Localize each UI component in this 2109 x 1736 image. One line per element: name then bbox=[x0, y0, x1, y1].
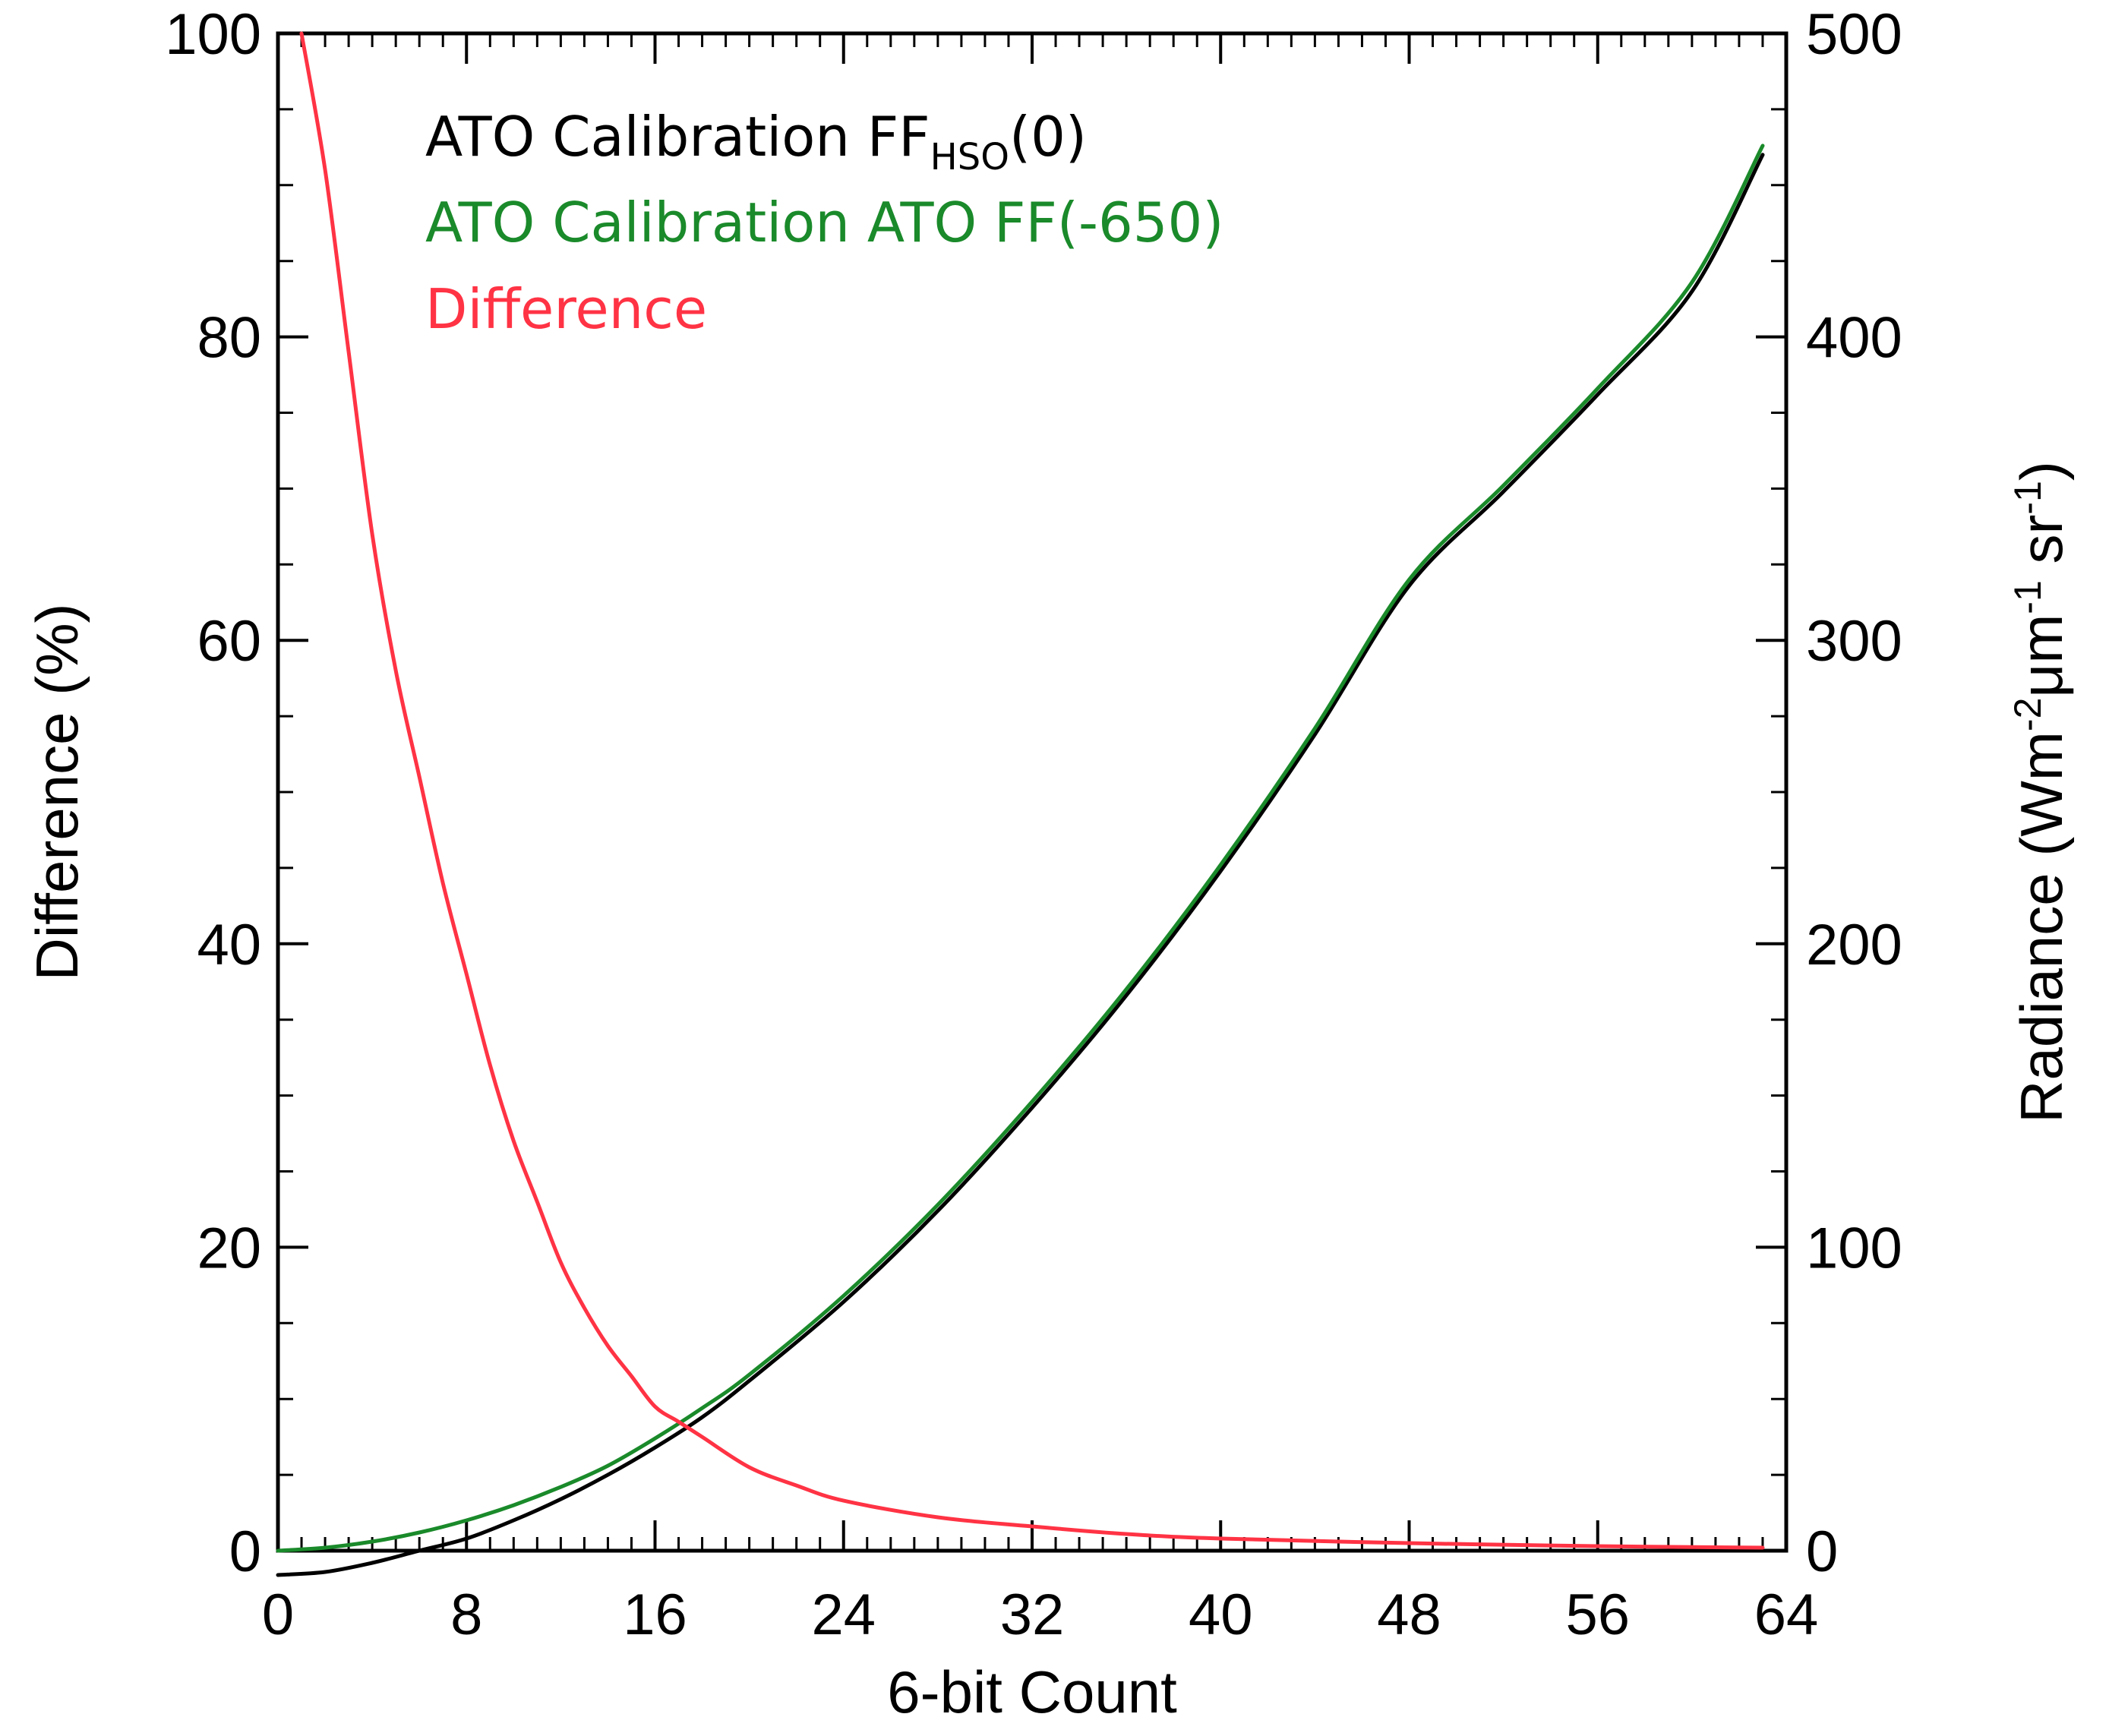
y-left-tick-label: 0 bbox=[229, 1520, 261, 1584]
y-right-tick-label: 500 bbox=[1806, 2, 1902, 67]
y-right-title-main: Radiance (Wm bbox=[2008, 731, 2075, 1123]
y-right-title-sup3: -1 bbox=[2006, 481, 2049, 514]
x-tick-label: 40 bbox=[1189, 1583, 1253, 1647]
series-line-difference bbox=[299, 31, 1765, 1550]
x-tick-label: 0 bbox=[262, 1583, 294, 1647]
x-tick-label: 24 bbox=[811, 1583, 876, 1647]
y-left-tick-label: 20 bbox=[197, 1216, 261, 1280]
minor-ticks bbox=[278, 33, 1786, 1551]
y-right-title-mid: μm bbox=[2008, 614, 2075, 698]
series-line-ato bbox=[276, 144, 1765, 1553]
x-axis-title: 6-bit Count bbox=[887, 1659, 1177, 1725]
x-tick-label: 56 bbox=[1565, 1583, 1630, 1647]
x-tick-label: 64 bbox=[1754, 1583, 1819, 1647]
y-right-tick-label: 200 bbox=[1806, 913, 1902, 977]
y-left-tick-label: 40 bbox=[197, 913, 261, 977]
x-tick-labels: 0 8 16 24 32 40 48 56 64 bbox=[262, 1583, 1818, 1647]
series-lines bbox=[276, 31, 1765, 1577]
y-left-tick-label: 100 bbox=[165, 2, 261, 67]
y-right-tick-label: 400 bbox=[1806, 306, 1902, 371]
legend-entry-hso: ATO Calibration FFHSO(0) bbox=[425, 105, 1087, 178]
y-right-title-end: ) bbox=[2008, 461, 2075, 481]
legend-hso-sub: HSO bbox=[930, 136, 1009, 178]
legend: ATO Calibration FFHSO(0) ATO Calibration… bbox=[425, 105, 1223, 341]
y-left-tick-labels: 0 20 40 60 80 100 bbox=[165, 2, 261, 1584]
y-right-tick-label: 300 bbox=[1806, 609, 1902, 674]
y-right-tick-label: 100 bbox=[1806, 1216, 1902, 1280]
y-right-tick-labels: 0 100 200 300 400 500 bbox=[1806, 2, 1902, 1584]
legend-entry-ato: ATO Calibration ATO FF(-650) bbox=[425, 191, 1223, 254]
y-left-axis-title: Difference (%) bbox=[24, 603, 90, 980]
y-right-title-mid2: sr bbox=[2008, 515, 2075, 581]
x-tick-label: 48 bbox=[1377, 1583, 1441, 1647]
y-left-tick-label: 80 bbox=[197, 306, 261, 371]
series-line-hso bbox=[276, 153, 1765, 1577]
y-left-tick-label: 60 bbox=[197, 609, 261, 674]
x-tick-label: 32 bbox=[1000, 1583, 1065, 1647]
y-right-tick-label: 0 bbox=[1806, 1520, 1838, 1584]
major-ticks bbox=[276, 32, 1788, 1552]
legend-hso-main: ATO Calibration FF bbox=[425, 105, 930, 169]
y-right-title-sup1: -2 bbox=[2006, 698, 2049, 731]
legend-hso-end: (0) bbox=[1009, 105, 1087, 169]
x-tick-label: 8 bbox=[450, 1583, 482, 1647]
x-tick-label: 16 bbox=[623, 1583, 687, 1647]
y-right-axis-title: Radiance (Wm-2μm-1 sr-1) bbox=[2006, 461, 2075, 1123]
legend-entry-difference: Difference bbox=[425, 277, 707, 341]
y-right-title-sup2: -1 bbox=[2006, 580, 2049, 614]
plot-frame bbox=[276, 31, 1789, 1553]
